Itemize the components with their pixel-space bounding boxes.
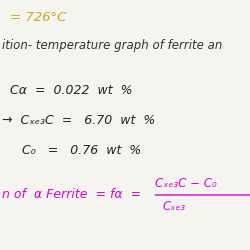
Text: →  Cₓₑ₃C  =   6.70  wt  %: → Cₓₑ₃C = 6.70 wt % [2,114,156,126]
Text: C₀   =   0.76  wt  %: C₀ = 0.76 wt % [10,144,141,156]
Text: n of  α Ferrite  = fα  =: n of α Ferrite = fα = [2,188,141,202]
Text: ition- temperature graph of ferrite an: ition- temperature graph of ferrite an [2,38,223,52]
Text: = 726°C: = 726°C [10,11,66,24]
Text: Cₓₑ₃: Cₓₑ₃ [162,200,186,213]
Text: Cα  =  0.022  wt  %: Cα = 0.022 wt % [10,84,132,96]
Text: Cₓₑ₃C − C₀: Cₓₑ₃C − C₀ [155,177,217,190]
